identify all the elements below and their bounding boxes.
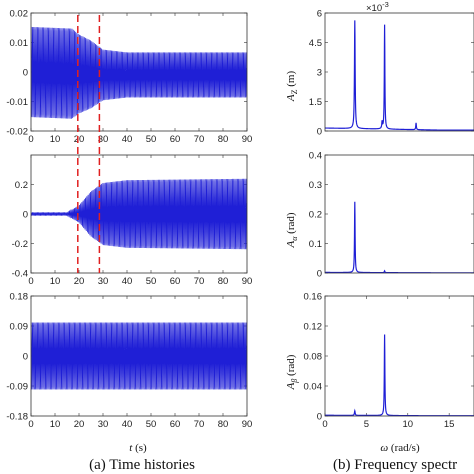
time-mid-xtick-label: 0 <box>28 276 33 287</box>
freq-mid-spectrum-line <box>325 201 474 273</box>
time-mid-xtick-label: 40 <box>122 276 133 287</box>
freq-mid-ytick-label: 0 <box>317 269 322 280</box>
time-top-ytick-label: 0.01 <box>10 38 29 49</box>
time-mid-xtick-label: 60 <box>170 276 181 287</box>
time-top-ytick-label: 0 <box>23 68 28 79</box>
time-mid-series-line <box>31 178 247 250</box>
freq-bottom-xtick-label: 5 <box>364 419 369 430</box>
freq-top-ytick-label: 3 <box>317 68 322 79</box>
time-mid-xtick-label: 80 <box>218 276 229 287</box>
freq-mid-ytick-label: 0.2 <box>309 210 322 221</box>
time-mid-frame <box>30 154 248 274</box>
time-top-ytick-label: -0.02 <box>6 127 28 138</box>
freq-mid-ytick-label: 0.3 <box>309 180 322 191</box>
time-top-xtick-label: 50 <box>146 134 157 145</box>
freq-mid-ytick-label: 0.4 <box>309 151 322 162</box>
time-top-xtick-label: 10 <box>50 134 61 145</box>
time-bottom-xtick-label: 60 <box>170 419 181 430</box>
freq-mid-frame <box>324 154 474 274</box>
time-bottom-frame <box>30 295 248 417</box>
freq-top-ytick-label: 4.5 <box>309 38 322 49</box>
freq-bottom-xtick-label: 10 <box>402 419 413 430</box>
time-top-ytick-label: -0.01 <box>6 97 28 108</box>
time-mid-xtick-label: 90 <box>242 276 253 287</box>
time-bottom-ytick-label: 0.18 <box>10 292 29 303</box>
time-bottom-xtick-label: 30 <box>98 419 109 430</box>
time-top-xtick-label: 60 <box>170 134 181 145</box>
freq-bottom-ytick-label: 0.04 <box>304 382 323 393</box>
freq-mid-ytick-label: 0.1 <box>309 239 322 250</box>
freq-bottom-frame <box>324 295 474 417</box>
freq-bottom-xtick-label: 15 <box>444 419 455 430</box>
time-mid-ytick-label: 0.2 <box>15 180 28 191</box>
time-mid-ytick-label: 0 <box>23 210 28 221</box>
time-bottom-series-line <box>31 322 247 390</box>
freq-top-frame <box>324 12 474 132</box>
freq-mid-ylabel: Aα (rad) <box>285 212 299 248</box>
time-bottom-ytick-label: 0 <box>23 352 28 363</box>
freq-bottom-ytick-label: 0.08 <box>304 352 323 363</box>
time-bottom-xtick-label: 70 <box>194 419 205 430</box>
time-bottom-ytick-label: -0.09 <box>6 382 28 393</box>
time-mid-panel: 0.20-0.2-0.40 10 20 30 40 50 60 70 80 90 <box>12 154 253 287</box>
freq-top-panel: 0 1.5 3 4.5 6 <box>309 9 474 138</box>
freq-bottom-spectrum-line <box>325 334 474 416</box>
time-top-xtick-label: 80 <box>218 134 229 145</box>
time-top-ytick-label: 0.02 <box>10 9 29 20</box>
freq-bottom-ytick-label: 0.12 <box>304 322 323 333</box>
freq-top-ylabel: AZ (m) <box>285 71 299 103</box>
freq-top-spectrum-line <box>325 20 474 131</box>
time-mid-xtick-label: 10 <box>50 276 61 287</box>
time-bottom-xtick-label: 40 <box>122 419 133 430</box>
freq-top-ytick-label: 1.5 <box>309 97 322 108</box>
caption-left: (a) Time histories <box>89 457 195 473</box>
time-xlabel: t (s) <box>129 442 147 454</box>
time-mid-ytick-label: -0.2 <box>12 239 28 250</box>
freq-xlabel: ω (rad/s) <box>380 442 420 454</box>
time-top-xtick-label: 30 <box>98 134 109 145</box>
time-mid-ytick-label: -0.4 <box>12 269 28 280</box>
time-mid-xtick-label: 70 <box>194 276 205 287</box>
freq-bottom-xtick-label: 0 <box>322 419 327 430</box>
time-mid-xtick-label: 20 <box>74 276 85 287</box>
time-bottom-xtick-label: 50 <box>146 419 157 430</box>
time-mid-xtick-label: 30 <box>98 276 109 287</box>
time-top-xtick-label: 70 <box>194 134 205 145</box>
time-bottom-panel: 0.180.090-0.09-0.180 10 20 30 40 50 60 70 80 90 <box>6 292 252 431</box>
time-bottom-xtick-label: 20 <box>74 419 85 430</box>
caption-right: (b) Frequency spectr <box>333 457 457 473</box>
freq-top-ytick-label: 0 <box>317 127 322 138</box>
panel1-y-exponent: ×10-3 <box>366 0 389 14</box>
time-bottom-xtick-label: 90 <box>242 419 253 430</box>
time-top-series-line <box>31 26 247 119</box>
plots-layer: 0.020.010-0.01-0.020 10 20 30 40 50 60 70 80 900.… <box>6 9 474 431</box>
time-top-xtick-label: 20 <box>74 134 85 145</box>
time-mid-xtick-label: 50 <box>146 276 157 287</box>
time-bottom-ytick-label: -0.18 <box>6 412 28 423</box>
freq-top-ytick-label: 6 <box>317 9 322 20</box>
freq-bottom-panel: 0 0.04 0.08 0.12 0.16 0 5 10 15 <box>304 292 474 430</box>
time-top-frame <box>30 12 248 132</box>
freq-mid-panel: 0 0.1 0.2 0.3 0.4 <box>309 151 474 280</box>
freq-bottom-ytick-label: 0.16 <box>304 292 323 303</box>
time-bottom-xtick-label: 10 <box>50 419 61 430</box>
time-top-xtick-label: 40 <box>122 134 133 145</box>
freq-bottom-ylabel: Aβ (rad) <box>285 354 299 390</box>
time-top-xtick-label: 90 <box>242 134 253 145</box>
time-bottom-xtick-label: 0 <box>28 419 33 430</box>
freq-bottom-ytick-label: 0 <box>317 412 322 423</box>
time-top-xtick-label: 0 <box>28 134 33 145</box>
time-top-panel: 0.020.010-0.01-0.020 10 20 30 40 50 60 70 80 90 <box>6 9 252 146</box>
time-bottom-ytick-label: 0.09 <box>10 322 29 333</box>
time-bottom-xtick-label: 80 <box>218 419 229 430</box>
